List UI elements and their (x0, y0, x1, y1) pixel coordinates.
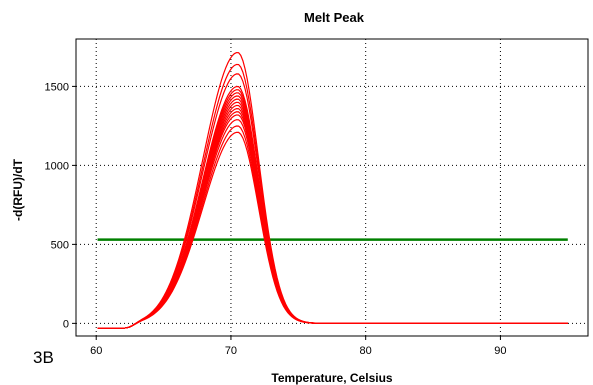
y-tick-label: 1000 (45, 160, 69, 172)
x-axis-ticks: 60 70 80 90 (90, 336, 507, 357)
x-axis-label: Temperature, Celsius (271, 371, 392, 385)
x-tick-label: 80 (360, 345, 372, 357)
y-axis-ticks: 0 500 1000 1500 (45, 81, 76, 330)
y-tick-label: 0 (63, 318, 69, 330)
x-tick-label: 90 (494, 345, 506, 357)
plot-area (75, 38, 589, 337)
x-tick-label: 70 (225, 345, 237, 357)
x-tick-label: 60 (90, 345, 102, 357)
y-tick-label: 500 (51, 239, 69, 251)
panel-label: 3B (33, 348, 54, 367)
melt-curve-16 (97, 131, 568, 329)
y-tick-label: 1500 (45, 81, 69, 93)
y-axis-label: -d(RFU)/dT (11, 158, 25, 221)
melt-curves (97, 51, 568, 329)
chart-title: Melt Peak (304, 10, 365, 25)
